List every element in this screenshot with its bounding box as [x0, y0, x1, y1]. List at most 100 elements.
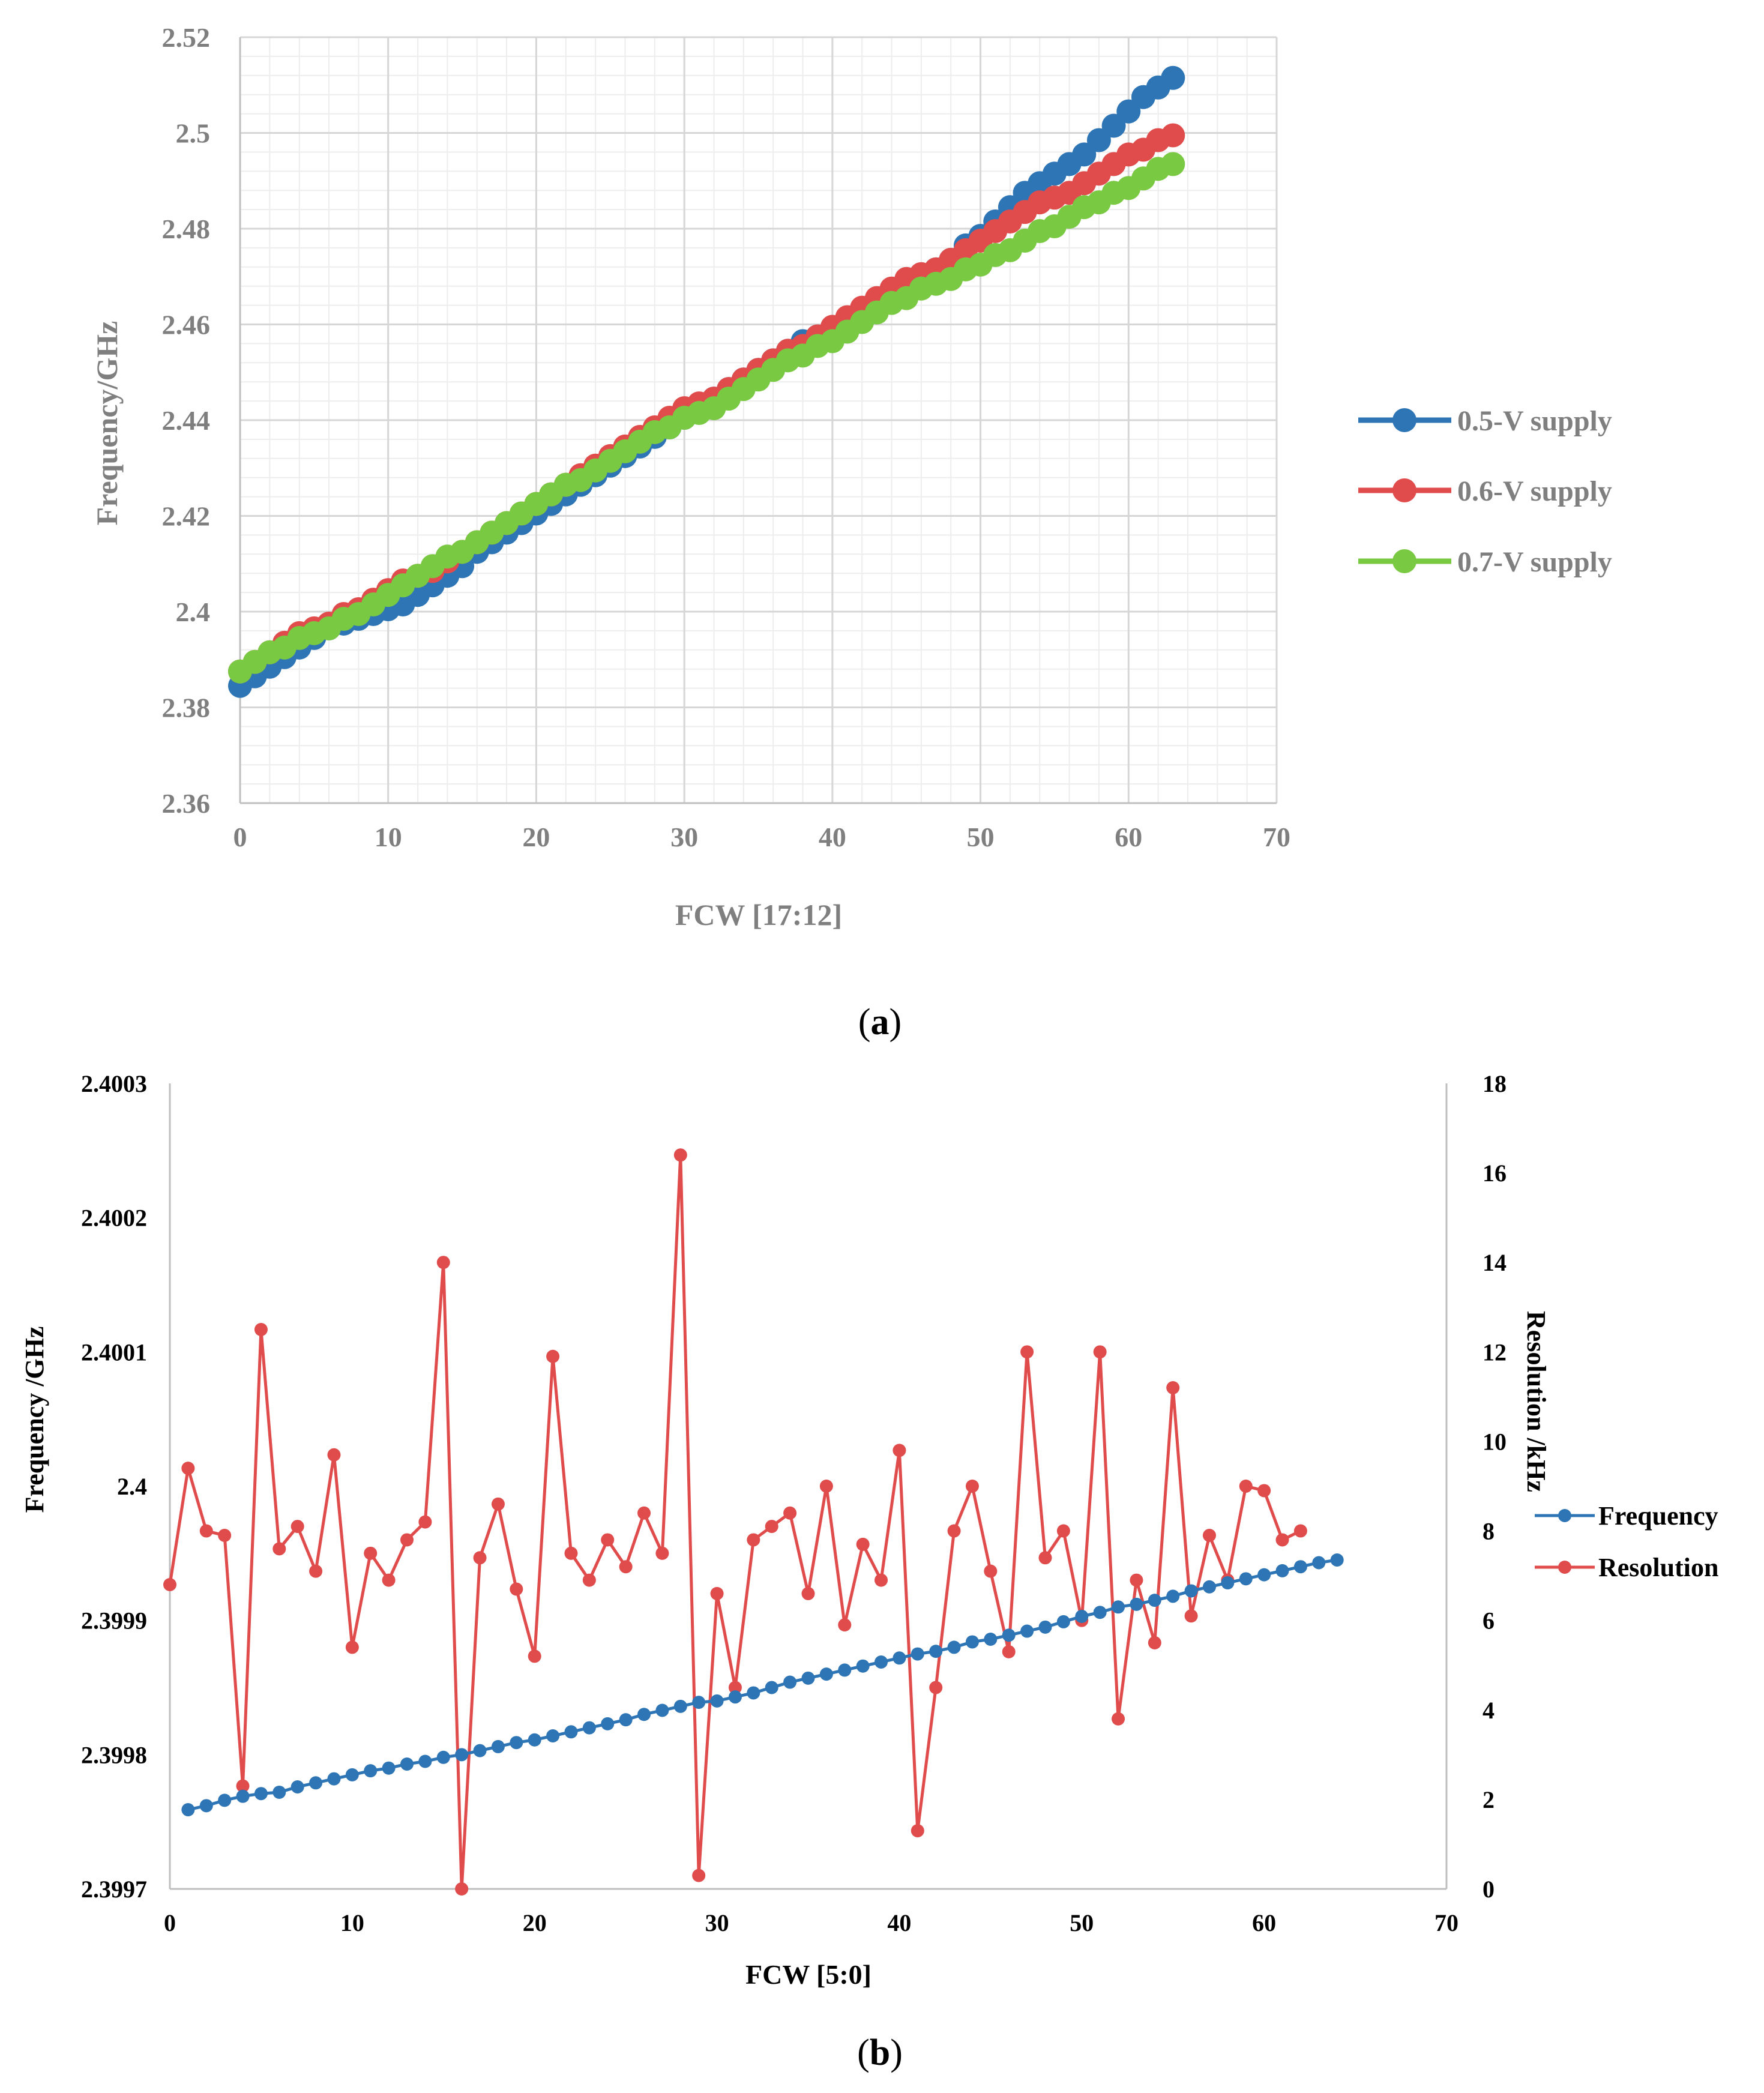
chart-b-series: [163, 1148, 1344, 1896]
data-point-resolution: [1202, 1529, 1216, 1543]
data-point-resolution: [1239, 1480, 1253, 1493]
chart-b-x-axis-label: FCW [5:0]: [745, 1959, 871, 1990]
y2-tick-label: 4: [1483, 1697, 1495, 1724]
data-point-resolution: [947, 1524, 961, 1538]
data-point-resolution: [601, 1533, 615, 1547]
panel-letter-a: a: [871, 1002, 890, 1043]
x-tick-label: 70: [1263, 822, 1290, 852]
chart-b-y2-axis-label: Resolution /kHz: [1522, 1311, 1551, 1492]
data-point-resolution: [1002, 1645, 1016, 1658]
data-point-resolution: [163, 1578, 176, 1592]
y2-tick-label: 12: [1483, 1339, 1507, 1366]
data-point-resolution: [455, 1882, 469, 1896]
y2-tick-label: 8: [1483, 1518, 1495, 1545]
data-point-resolution: [364, 1546, 378, 1560]
data-point-frequency: [965, 1635, 979, 1649]
data-point-resolution: [564, 1546, 578, 1560]
data-point-frequency: [765, 1681, 778, 1694]
y-tick-label: 2.4: [117, 1473, 147, 1500]
legend-label-0-7-v-supply: 0.7-V supply: [1457, 546, 1612, 578]
data-point-resolution: [1056, 1524, 1070, 1538]
data-point-frequency: [947, 1640, 961, 1654]
data-point-frequency: [564, 1725, 578, 1739]
legend-label-0-6-v-supply: 0.6-V supply: [1457, 475, 1612, 507]
data-point-frequency: [1056, 1615, 1070, 1628]
chart-b-legend: Frequency Resolution: [1535, 1501, 1718, 1582]
data-point-frequency: [856, 1659, 870, 1673]
data-point-resolution: [400, 1533, 414, 1547]
chart-b: 0 10 20 30 40 50 60 702.39972.39982.39992.42.40…: [20, 1070, 1718, 2073]
data-point-frequency: [382, 1761, 396, 1775]
y2-tick-label: 16: [1483, 1160, 1507, 1187]
data-point-resolution: [218, 1529, 232, 1543]
x-tick-label: 30: [670, 822, 698, 852]
data-point-frequency: [1038, 1620, 1052, 1634]
x-tick-label: 20: [523, 1909, 547, 1936]
data-point-resolution: [710, 1586, 724, 1600]
x-tick-label: 60: [1252, 1909, 1276, 1936]
x-tick-label: 50: [967, 822, 995, 852]
y-tick-label: 2.36: [162, 788, 211, 819]
legend-label-resolution: Resolution: [1598, 1553, 1718, 1582]
data-point-resolution: [838, 1618, 852, 1632]
data-point-frequency: [819, 1667, 833, 1681]
legend-label-frequency: Frequency: [1598, 1501, 1718, 1531]
data-point-frequency: [510, 1736, 523, 1750]
data-point-resolution: [929, 1681, 943, 1694]
data-point-frequency: [400, 1757, 414, 1771]
data-point-resolution: [783, 1506, 797, 1520]
data-point-resolution: [619, 1560, 633, 1574]
x-tick-label: 0: [233, 822, 247, 852]
data-point-frequency: [491, 1739, 505, 1753]
x-tick-label: 70: [1434, 1909, 1458, 1936]
chart-b-y-axis-label: Frequency /GHz: [20, 1327, 49, 1513]
data-point-frequency: [1075, 1609, 1089, 1623]
data-point-frequency: [364, 1764, 378, 1778]
data-point-resolution: [181, 1462, 195, 1475]
data-point-frequency: [181, 1803, 195, 1817]
data-point-resolution: [272, 1542, 286, 1556]
data-point-frequency: [655, 1703, 669, 1717]
data-point-resolution: [673, 1148, 687, 1162]
chart-a-x-axis-label: FCW [17:12]: [675, 898, 842, 932]
data-point-resolution: [528, 1649, 541, 1663]
chart-a-legend: 0.5-V supply 0.6-V supply 0.7-V supply: [1358, 405, 1612, 578]
data-point-0-5-v-supply: [1101, 113, 1126, 138]
data-point-0-5-v-supply: [1072, 142, 1097, 167]
data-point-resolution: [728, 1681, 742, 1694]
data-point-resolution: [893, 1444, 906, 1457]
data-point-frequency: [783, 1675, 797, 1689]
data-point-frequency: [1093, 1606, 1107, 1619]
x-tick-label: 20: [522, 822, 550, 852]
data-point-resolution: [1293, 1524, 1307, 1538]
y-tick-label: 2.3999: [81, 1607, 147, 1634]
data-point-frequency: [838, 1663, 852, 1677]
data-point-frequency: [218, 1793, 232, 1807]
data-point-frequency: [601, 1717, 615, 1730]
legend-label-0-5-v-supply: 0.5-V supply: [1457, 405, 1612, 437]
legend-marker-frequency: [1558, 1509, 1571, 1522]
data-point-resolution: [965, 1480, 979, 1493]
legend-marker-resolution: [1558, 1561, 1571, 1574]
data-point-frequency: [327, 1772, 341, 1786]
panel-label-b: (b): [857, 2032, 903, 2073]
data-point-resolution: [546, 1349, 560, 1363]
data-point-resolution: [1020, 1345, 1034, 1359]
data-point-frequency: [710, 1694, 724, 1708]
data-point-resolution: [1130, 1573, 1143, 1587]
x-tick-label: 40: [887, 1909, 911, 1936]
data-point-frequency: [1202, 1580, 1216, 1594]
data-point-resolution: [1184, 1609, 1198, 1623]
data-point-frequency: [619, 1713, 633, 1727]
data-point-resolution: [491, 1497, 505, 1511]
data-point-frequency: [1221, 1576, 1235, 1590]
data-point-resolution: [436, 1256, 450, 1269]
data-point-resolution: [327, 1448, 341, 1462]
data-point-frequency: [418, 1754, 432, 1768]
y-tick-label: 2.4003: [81, 1070, 147, 1097]
data-point-resolution: [418, 1515, 432, 1529]
chart-a: 0 10 20 30 40 50 60 70 2.36 2.38 2.4 2.42 2.44 2.46 2.…: [90, 22, 1612, 1043]
data-point-resolution: [801, 1586, 815, 1600]
x-tick-label: 30: [705, 1909, 729, 1936]
data-point-resolution: [1275, 1533, 1289, 1547]
